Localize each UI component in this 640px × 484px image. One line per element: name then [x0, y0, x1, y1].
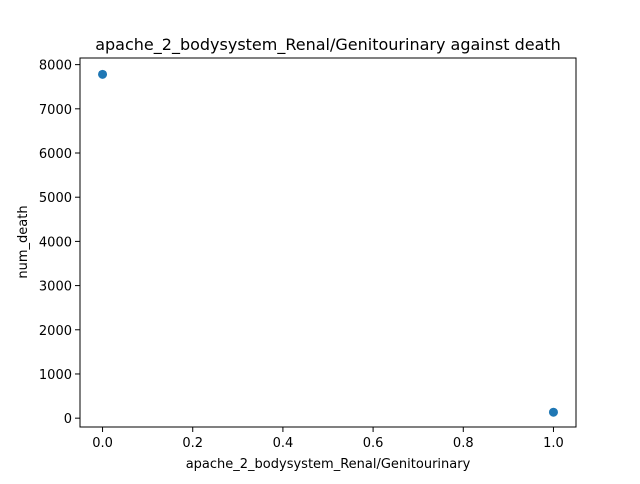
x-tick-label: 0.0 — [92, 436, 113, 451]
x-tick-label: 0.4 — [273, 436, 294, 451]
x-axis-ticks: 0.0 0.2 0.4 0.6 0.8 1.0 — [92, 427, 564, 451]
scatter-point — [548, 407, 558, 417]
x-tick-label: 0.6 — [363, 436, 384, 451]
y-tick-label: 5000 — [39, 191, 72, 206]
x-axis-label: apache_2_bodysystem_Renal/Genitourinary — [186, 457, 471, 472]
y-tick-label: 8000 — [39, 59, 72, 74]
y-tick-label: 4000 — [39, 235, 72, 250]
y-tick-label: 3000 — [39, 280, 72, 295]
y-axis-label: num_death — [16, 205, 31, 278]
y-tick-label: 1000 — [39, 368, 72, 383]
y-tick-label: 2000 — [39, 324, 72, 339]
x-tick-label: 1.0 — [543, 436, 564, 451]
y-tick-label: 7000 — [39, 103, 72, 118]
scatter-point — [98, 69, 108, 79]
y-tick-label: 0 — [64, 412, 72, 427]
data-points — [98, 69, 558, 417]
x-tick-label: 0.2 — [182, 436, 203, 451]
y-axis-ticks: 0 1000 2000 3000 4000 5000 6000 7000 8000 — [39, 59, 80, 427]
y-tick-label: 6000 — [39, 147, 72, 162]
x-tick-label: 0.8 — [453, 436, 474, 451]
chart-title: apache_2_bodysystem_Renal/Genitourinary … — [95, 35, 561, 55]
plot-area-frame — [79, 57, 577, 428]
